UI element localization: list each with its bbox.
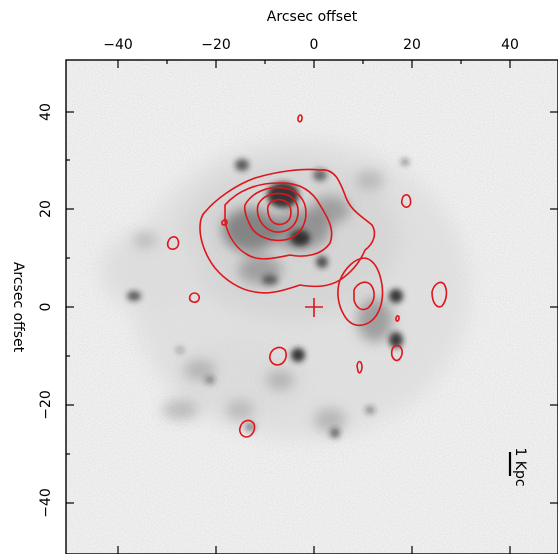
center-cross-marker: [305, 298, 323, 317]
top-tick-labels: −40 −20 0 20 40: [103, 37, 519, 53]
contour-far-east: [431, 281, 448, 308]
contour-east-dot: [395, 314, 400, 322]
y-tick-label: 0: [38, 303, 54, 312]
contour-west-small: [166, 236, 180, 250]
left-tick-labels: 40 20 0 −20 −40: [38, 103, 54, 518]
top-axis-title: Arcsec offset: [267, 9, 358, 25]
contour-east-lobe-inner: [353, 281, 375, 311]
x-tick-label: 40: [501, 37, 519, 53]
y-tick-label: 40: [38, 103, 54, 121]
contour-level-4: [256, 192, 299, 233]
right-axis: [550, 111, 558, 504]
scale-bar: 1 Kpc: [508, 447, 528, 487]
x-tick-label: −20: [201, 37, 231, 53]
x-tick-label: 20: [403, 37, 421, 53]
y-tick-label: −20: [38, 390, 54, 420]
y-tick-label: 20: [38, 200, 54, 218]
left-axis-title: Arcsec offset: [10, 262, 26, 353]
top-axis: [117, 60, 511, 68]
bottom-axis: [117, 546, 511, 554]
left-axis: [66, 111, 74, 504]
radio-contours: [166, 114, 448, 438]
contour-east-lobe: [337, 257, 384, 327]
contour-center-south: [269, 346, 287, 366]
contour-outer-main: [199, 168, 376, 294]
contour-sw-bottom: [238, 419, 256, 438]
contour-top: [297, 114, 303, 123]
contour-level-3: [243, 186, 307, 242]
contour-ne-small: [400, 194, 412, 208]
contour-level-2: [224, 182, 333, 260]
contour-se-small: [390, 344, 403, 362]
y-tick-label: −40: [38, 488, 54, 518]
contour-south-small: [356, 360, 363, 374]
x-tick-label: −40: [103, 37, 133, 53]
contour-west-spur: [221, 218, 228, 226]
contour-level-5: [266, 198, 292, 226]
x-tick-label: 0: [310, 37, 319, 53]
scale-bar-label: 1 Kpc: [512, 447, 528, 486]
contour-west-tiny: [188, 292, 200, 303]
